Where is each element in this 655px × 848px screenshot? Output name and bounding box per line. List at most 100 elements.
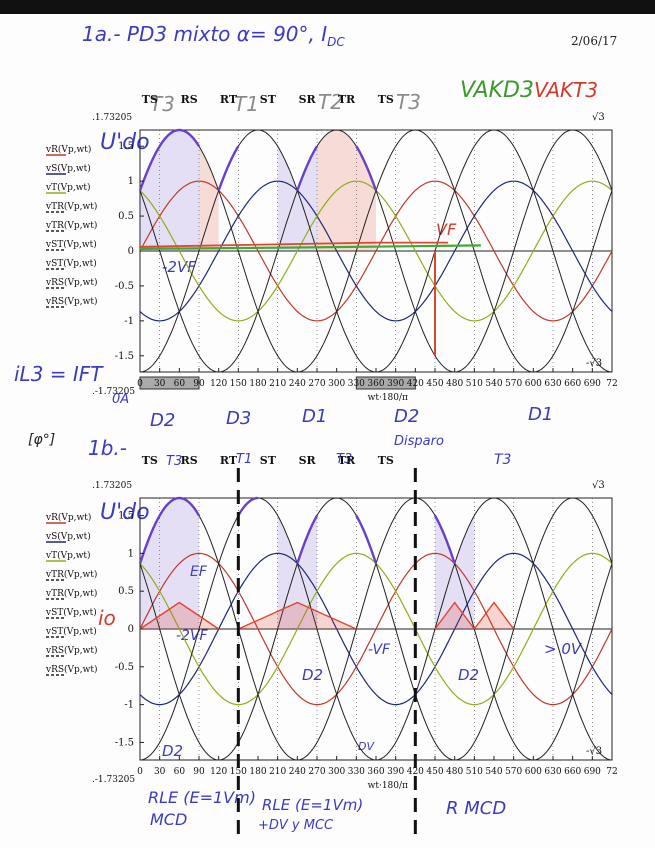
x-tick-label: 450 [426, 379, 443, 389]
top-phase-label: SR [299, 454, 317, 467]
current-io-trace [139, 601, 220, 630]
dv-mcc-note: +DV y MCC [258, 818, 334, 833]
current-bar [355, 376, 416, 390]
x-tick-label: 480 [446, 379, 463, 389]
x-tick-label: 270 [308, 767, 325, 777]
output-voltage-trace [217, 145, 240, 191]
top-phase-label: RS [181, 93, 198, 106]
x-tick-label: 690 [584, 767, 601, 777]
title-1a: 1a.- PD3 mixto α= 90°, IDC [82, 22, 345, 49]
y-tick-label: -1.5 [115, 351, 134, 362]
output-voltage-trace [296, 145, 319, 191]
legend-entry: vR(Vp,wt) [45, 512, 91, 523]
rle-note-1: RLE (E=1Vm) [148, 788, 256, 807]
zero-v-label: > 0V [544, 640, 582, 658]
x-tick-label: 270 [308, 379, 325, 389]
x-tick-label: 450 [426, 767, 443, 777]
series-vTR [139, 497, 613, 761]
mcd-note-1: MCD [150, 810, 188, 829]
oa-label: 0A [112, 392, 130, 407]
top-phase-label: TS [378, 93, 394, 106]
series-vS [139, 180, 613, 322]
top-phase-label: ST [260, 93, 277, 106]
y-tick-label: -0.5 [115, 281, 134, 292]
x-tick-label: 420 [407, 379, 424, 389]
legend-entry: vST(Vp,wt) [45, 607, 97, 618]
conduction-shade [356, 146, 376, 251]
legend-entry: vTR(Vp,wt) [45, 201, 97, 212]
io-label: io [98, 606, 116, 630]
rle-note-2: RLE (E=1Vm) [262, 796, 364, 814]
x-tick-label: 210 [269, 379, 286, 389]
legend-entry: vS(Vp,wt) [45, 163, 91, 174]
legend-entry: vS(Vp,wt) [45, 531, 91, 542]
thyristor-label-t3-a: T3 [150, 92, 175, 116]
series-vRS [139, 129, 613, 373]
udo-label-b: U'do [100, 500, 150, 525]
y-tick-label: 0.5 [118, 211, 134, 222]
top-phase-label: TS [378, 454, 394, 467]
x-tick-label: 540 [485, 767, 502, 777]
x-tick-label: 180 [249, 379, 266, 389]
y-tick-label: -0.5 [115, 662, 134, 673]
diode-label-d2c-b: D2 [458, 666, 480, 684]
x-tick-label: 150 [230, 379, 247, 389]
x-tick-label: 150 [230, 767, 247, 777]
y-bottom-label: .-1.73205 [92, 775, 135, 785]
conduction-shade [317, 130, 357, 251]
il3-label: iL3 = IFT [14, 362, 103, 386]
y-tick-label: -1.5 [115, 737, 134, 748]
y-tick-label: -1 [124, 316, 134, 327]
current-io-trace [434, 601, 475, 630]
x-tick-label: 240 [289, 379, 306, 389]
conduction-shade [435, 515, 475, 629]
neg2vf-label-a: -2VF [162, 258, 196, 276]
x-tick-label: 360 [367, 767, 384, 777]
series-vT [139, 180, 613, 322]
ef-label: EF [190, 564, 207, 580]
conduction-shade [199, 146, 219, 251]
disparo-label: Disparo [394, 434, 444, 449]
x-tick-label: 660 [564, 379, 581, 389]
thyristor-label-t3-b: T3 [166, 454, 183, 469]
plot-frame [139, 497, 613, 761]
series-vT [139, 552, 613, 706]
x-tick-label: 600 [525, 379, 542, 389]
output-voltage-trace [296, 514, 319, 564]
x-tick-label: 360 [367, 379, 384, 389]
scan-top-edge [0, 0, 655, 14]
x-tick-label: 510 [466, 379, 483, 389]
x-tick-label: 630 [544, 767, 561, 777]
x-tick-label: 60 [174, 379, 186, 389]
x-tick-label: 0 [137, 767, 143, 777]
date-label: 2/06/17 [571, 34, 618, 48]
thyristor-label-t3c-b: T3 [336, 452, 353, 467]
x-tick-label: 210 [269, 767, 286, 777]
thyristor-label-t1-a: T1 [234, 92, 259, 116]
diode-label-d2-a: D2 [150, 410, 176, 431]
legend-entry: vR(Vp,wt) [45, 144, 91, 155]
legend-entry: vST(Vp,wt) [45, 258, 97, 269]
x-tick-label: 510 [466, 767, 483, 777]
legend-entry: vT(Vp,wt) [45, 182, 91, 193]
title-1b: 1b.- [88, 436, 127, 460]
x-tick-label: 660 [564, 767, 581, 777]
top-phase-label: SR [299, 93, 317, 106]
diode-label-d2b-b: D2 [302, 666, 324, 684]
x-tick-label: 690 [584, 379, 601, 389]
diode-label-d1-a: D1 [302, 406, 328, 427]
legend-entry: vTR(Vp,wt) [45, 569, 97, 580]
vakd3-label: VAKD3 [460, 78, 534, 103]
x-tick-label: 120 [210, 379, 227, 389]
x-tick-label: 90 [193, 767, 205, 777]
x-tick-label: 420 [407, 767, 424, 777]
y-tick-label: 0.5 [118, 586, 134, 597]
output-voltage-trace [433, 514, 456, 564]
x-tick-label: 0 [137, 379, 143, 389]
y-tick-label: 0 [128, 246, 134, 257]
x-tick-label: 72 [606, 379, 617, 389]
plot-frame [139, 129, 613, 373]
series-vST [139, 129, 613, 373]
